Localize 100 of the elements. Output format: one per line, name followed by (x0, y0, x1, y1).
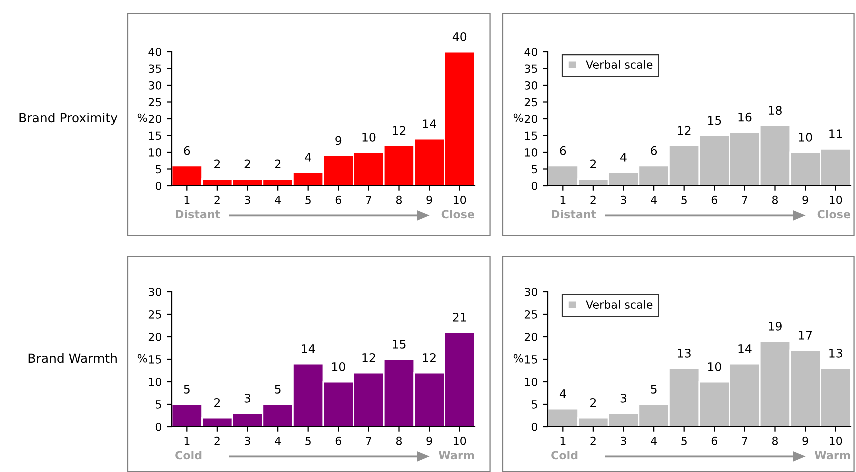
x-tick-label: 4 (651, 437, 657, 446)
data-label: 14 (738, 344, 752, 354)
y-tick-label: 30 (524, 288, 538, 296)
x-tick-label: 10 (830, 436, 842, 446)
y-axis-title: % (514, 114, 524, 122)
data-label: 15 (708, 116, 722, 126)
x-tick-label: 5 (682, 196, 687, 204)
data-label: 12 (362, 353, 376, 362)
y-tick-label: 15 (149, 356, 162, 364)
y-tick-label: 10 (149, 378, 162, 386)
data-label: 2 (590, 398, 596, 408)
data-label: 2 (214, 398, 220, 408)
y-tick-label: 40 (148, 48, 162, 56)
text: Brand Proximity (20, 112, 118, 126)
y-tick-label: 35 (148, 64, 162, 74)
y-tick-label: 5 (156, 165, 162, 174)
y-tick-label: 10 (149, 148, 162, 157)
data-label: 5 (651, 385, 657, 394)
y-tick-label: 0 (156, 182, 162, 190)
x-tick-label: 1 (184, 196, 190, 204)
x-tick-label: 3 (245, 196, 250, 204)
y-axis-title: % (514, 354, 524, 363)
x-tick-label: 3 (621, 436, 626, 446)
text: Close (818, 210, 850, 219)
y-tick-label: 20 (148, 332, 162, 342)
y-tick-label: 0 (532, 422, 538, 432)
x-tick-label: 3 (621, 196, 626, 204)
data-label: 21 (453, 312, 466, 322)
x-tick-label: 4 (275, 437, 281, 446)
data-label: 10 (799, 132, 812, 142)
x-tick-label: 9 (802, 196, 808, 204)
y-tick-label: 5 (532, 400, 538, 409)
text: Warm (438, 451, 474, 460)
data-label: 2 (590, 160, 596, 169)
x-tick-label: 1 (560, 437, 566, 446)
y-tick-label: 20 (524, 332, 538, 342)
x-tick-label: 6 (336, 196, 342, 204)
data-label: 14 (302, 344, 316, 354)
y-axis-title: % (138, 354, 148, 363)
x-tick-label: 7 (366, 196, 372, 204)
data-label: 15 (393, 340, 406, 349)
x-tick-label: 2 (590, 196, 596, 204)
data-label: 4 (620, 153, 627, 162)
x-tick-label: 10 (454, 436, 466, 446)
data-label: 10 (332, 362, 346, 372)
y-tick-label: 30 (148, 81, 162, 90)
data-label: 3 (620, 394, 627, 403)
x-tick-label: 9 (802, 436, 808, 446)
data-label: 12 (423, 353, 436, 362)
y-tick-label: 20 (148, 114, 162, 124)
data-label: 10 (362, 132, 376, 142)
data-label: 12 (678, 126, 691, 136)
data-label: 9 (336, 136, 342, 146)
y-tick-label: 0 (532, 182, 538, 190)
data-label: 2 (214, 160, 220, 169)
data-label: 16 (738, 112, 752, 122)
y-tick-label: 25 (524, 98, 538, 107)
x-tick-label: 1 (184, 437, 190, 446)
x-tick-label: 2 (590, 436, 596, 446)
x-tick-label: 8 (772, 196, 778, 204)
text: Distant (176, 210, 220, 219)
data-label: 2 (244, 160, 250, 169)
y-tick-label: 40 (524, 48, 538, 56)
text: Brand Warmth (28, 353, 117, 364)
text: Cold (552, 451, 578, 460)
x-tick-label: 7 (366, 437, 372, 446)
x-tick-label: 5 (306, 196, 311, 204)
data-label: 4 (560, 390, 566, 398)
data-label: 6 (560, 146, 566, 156)
y-tick-label: 5 (532, 165, 538, 174)
data-label: 6 (651, 146, 658, 156)
data-label: 5 (184, 385, 190, 394)
x-tick-label: 7 (742, 196, 748, 204)
data-label: 13 (678, 348, 691, 358)
y-tick-label: 15 (149, 132, 162, 140)
y-tick-label: 25 (148, 310, 162, 319)
y-tick-label: 25 (524, 310, 538, 319)
x-tick-label: 10 (830, 196, 842, 204)
x-tick-label: 9 (426, 436, 432, 446)
data-label: 5 (275, 385, 281, 394)
y-tick-label: 15 (525, 132, 538, 140)
y-tick-label: 10 (525, 148, 538, 157)
legend-label: Verbal scale (586, 300, 653, 310)
x-tick-label: 3 (245, 436, 250, 446)
y-tick-label: 5 (156, 400, 162, 409)
x-tick-label: 6 (712, 196, 718, 204)
text: Cold (176, 451, 202, 460)
x-tick-label: 5 (682, 437, 687, 446)
x-tick-label: 5 (306, 437, 311, 446)
y-tick-label: 10 (525, 378, 538, 386)
data-label: 4 (305, 153, 312, 162)
text: Close (442, 210, 474, 219)
y-tick-label: 20 (524, 114, 538, 124)
x-tick-label: 6 (336, 436, 342, 446)
y-tick-label: 25 (148, 98, 162, 107)
x-tick-label: 8 (396, 196, 402, 204)
data-label: 10 (708, 362, 722, 372)
data-label: 19 (769, 322, 782, 331)
data-label: 17 (799, 331, 812, 340)
x-tick-label: 7 (742, 437, 748, 446)
